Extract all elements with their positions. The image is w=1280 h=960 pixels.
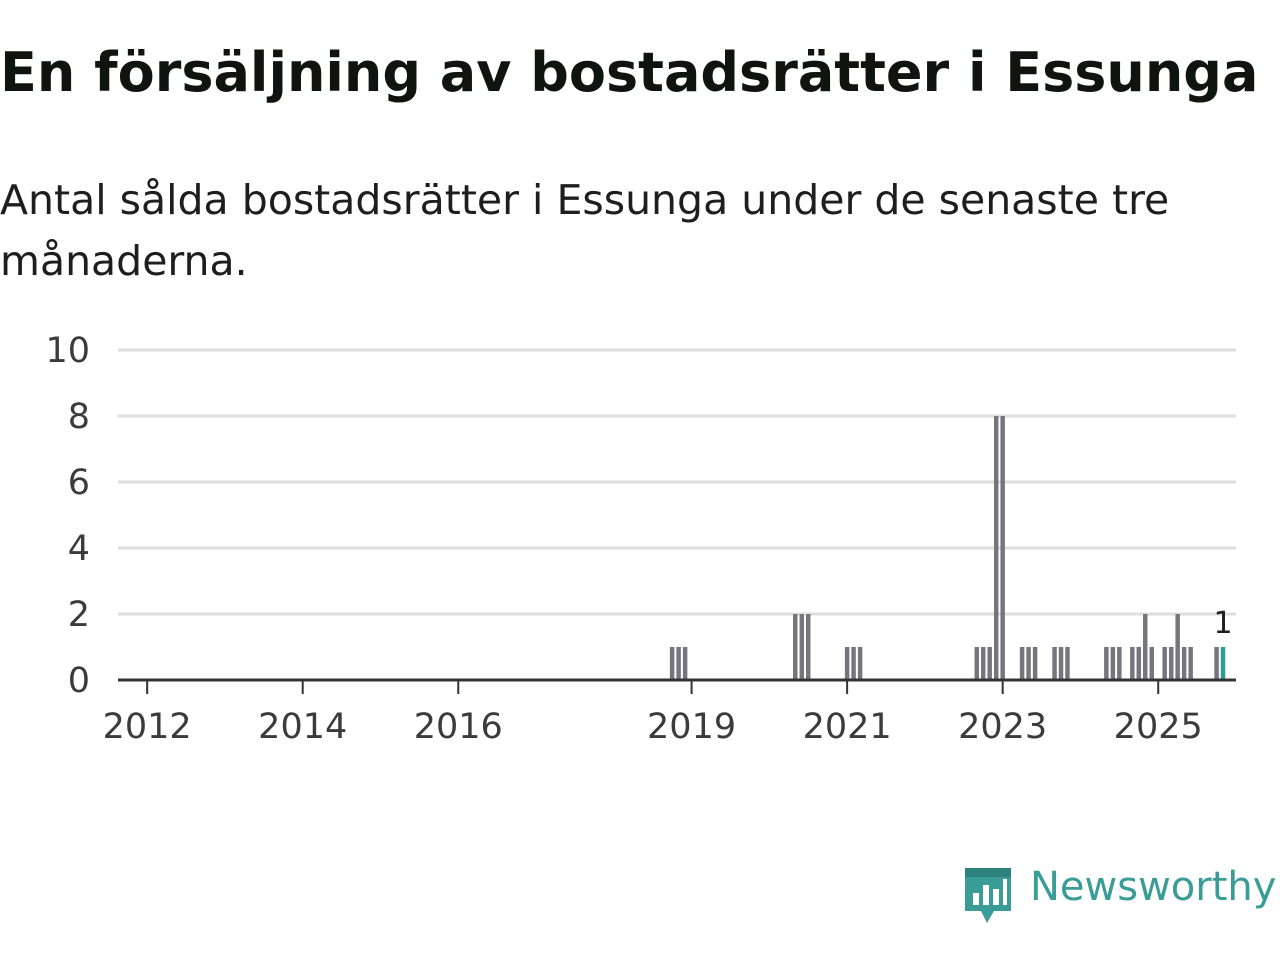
x-tick-label: 2019 [647,707,736,747]
bar [857,647,863,680]
x-tick-label: 2016 [414,707,503,747]
bar [793,614,798,680]
bar [669,647,675,680]
y-tick-label: 6 [68,463,90,503]
bar [1149,647,1155,680]
x-tick-label: 2023 [958,707,1047,747]
bar-chart: 0 2 4 6 8 10 2012 2014 2016 2019 2021 2023 2025 1 [45,331,1236,747]
bar [974,647,980,680]
bar [1136,647,1142,680]
data-labels: 1 [1213,606,1232,641]
highlight-value-label: 1 [1213,606,1232,641]
bar [851,647,856,680]
bar [1104,647,1109,680]
bar [1032,647,1038,680]
x-tick-label: 2025 [1114,707,1203,747]
y-tick-label: 4 [68,529,90,569]
bar [1058,647,1064,680]
bar [980,647,986,680]
bar [806,614,811,680]
chart-subtitle: Antal sålda bostadsrätter i Essunga unde… [0,176,1170,285]
bar [1117,647,1122,680]
chart-title: En försäljning av bostadsrätter i Essung… [0,41,1259,104]
bars [669,416,1226,680]
x-axis-ticks: 2012 2014 2016 2019 2021 2023 2025 [103,678,1236,747]
brand-name: Newsworthy [1030,864,1277,910]
bar [1065,647,1070,680]
highlighted-bar [1220,647,1226,680]
bar [1214,647,1219,680]
bar [799,614,805,680]
bar [1052,647,1057,680]
newsworthy-logo-icon [965,868,1011,923]
x-tick-label: 2021 [803,707,892,747]
bar [1000,416,1005,680]
y-tick-label: 10 [45,331,90,371]
bar [1142,614,1148,680]
bar [1175,614,1180,680]
bar [682,647,688,680]
bar [1168,647,1174,680]
bar [993,416,999,680]
bar [1110,647,1116,680]
y-axis-ticks: 0 2 4 6 8 10 [45,331,90,701]
y-tick-label: 2 [68,595,90,635]
bar [1026,647,1031,680]
bar [1162,647,1167,680]
y-tick-label: 0 [68,661,90,701]
bar [844,647,850,680]
grid-lines [118,348,1236,616]
bar [676,647,681,680]
y-tick-label: 8 [68,397,90,437]
newsworthy-logo[interactable]: Newsworthy [962,864,1276,928]
bar [987,647,992,680]
bar [1019,647,1025,680]
bar [1130,647,1135,680]
x-tick-label: 2012 [103,707,192,747]
bar [1181,647,1187,680]
bar [1188,647,1193,680]
x-tick-label: 2014 [258,707,347,747]
